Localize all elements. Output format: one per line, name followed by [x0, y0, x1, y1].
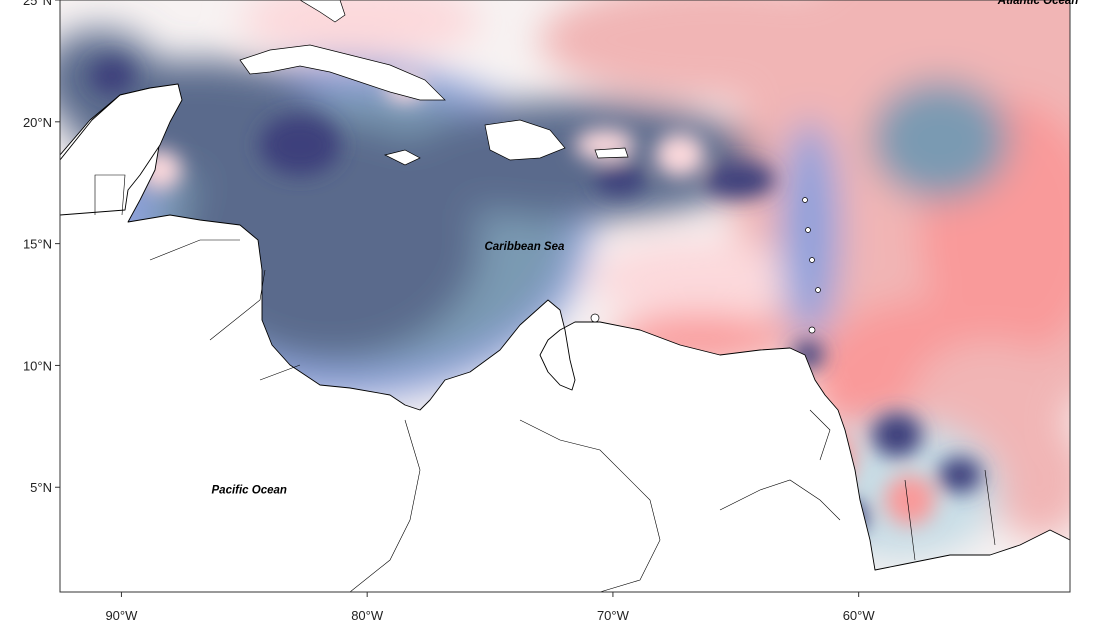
x-tick-label: 80°W	[351, 608, 384, 623]
pacific-ocean-label: Pacific Ocean	[212, 485, 287, 497]
y-tick-label: 20°N	[23, 115, 52, 130]
x-tick-label: 70°W	[597, 608, 630, 623]
y-tick-label: 10°N	[23, 358, 52, 373]
y-axis: 25°N 20°N 15°N 10°N 5°N	[23, 0, 60, 495]
atlantic-ocean-label: Atlantic Ocean	[997, 0, 1079, 7]
place-labels: Caribbean Sea Pacific Ocean Atlantic Ocean	[212, 0, 1079, 497]
caribbean-sea-label: Caribbean Sea	[484, 241, 564, 253]
land-mass	[60, 0, 1070, 592]
plot-frame	[59, 0, 1071, 593]
anomaly-field	[60, 0, 1070, 592]
x-axis: 90°W 80°W 70°W 60°W	[105, 592, 875, 623]
y-tick-label: 25°N	[23, 0, 52, 8]
x-tick-label: 90°W	[105, 608, 138, 623]
y-tick-label: 5°N	[30, 480, 52, 495]
y-tick-label: 15°N	[23, 237, 52, 252]
x-tick-label: 60°W	[843, 608, 876, 623]
